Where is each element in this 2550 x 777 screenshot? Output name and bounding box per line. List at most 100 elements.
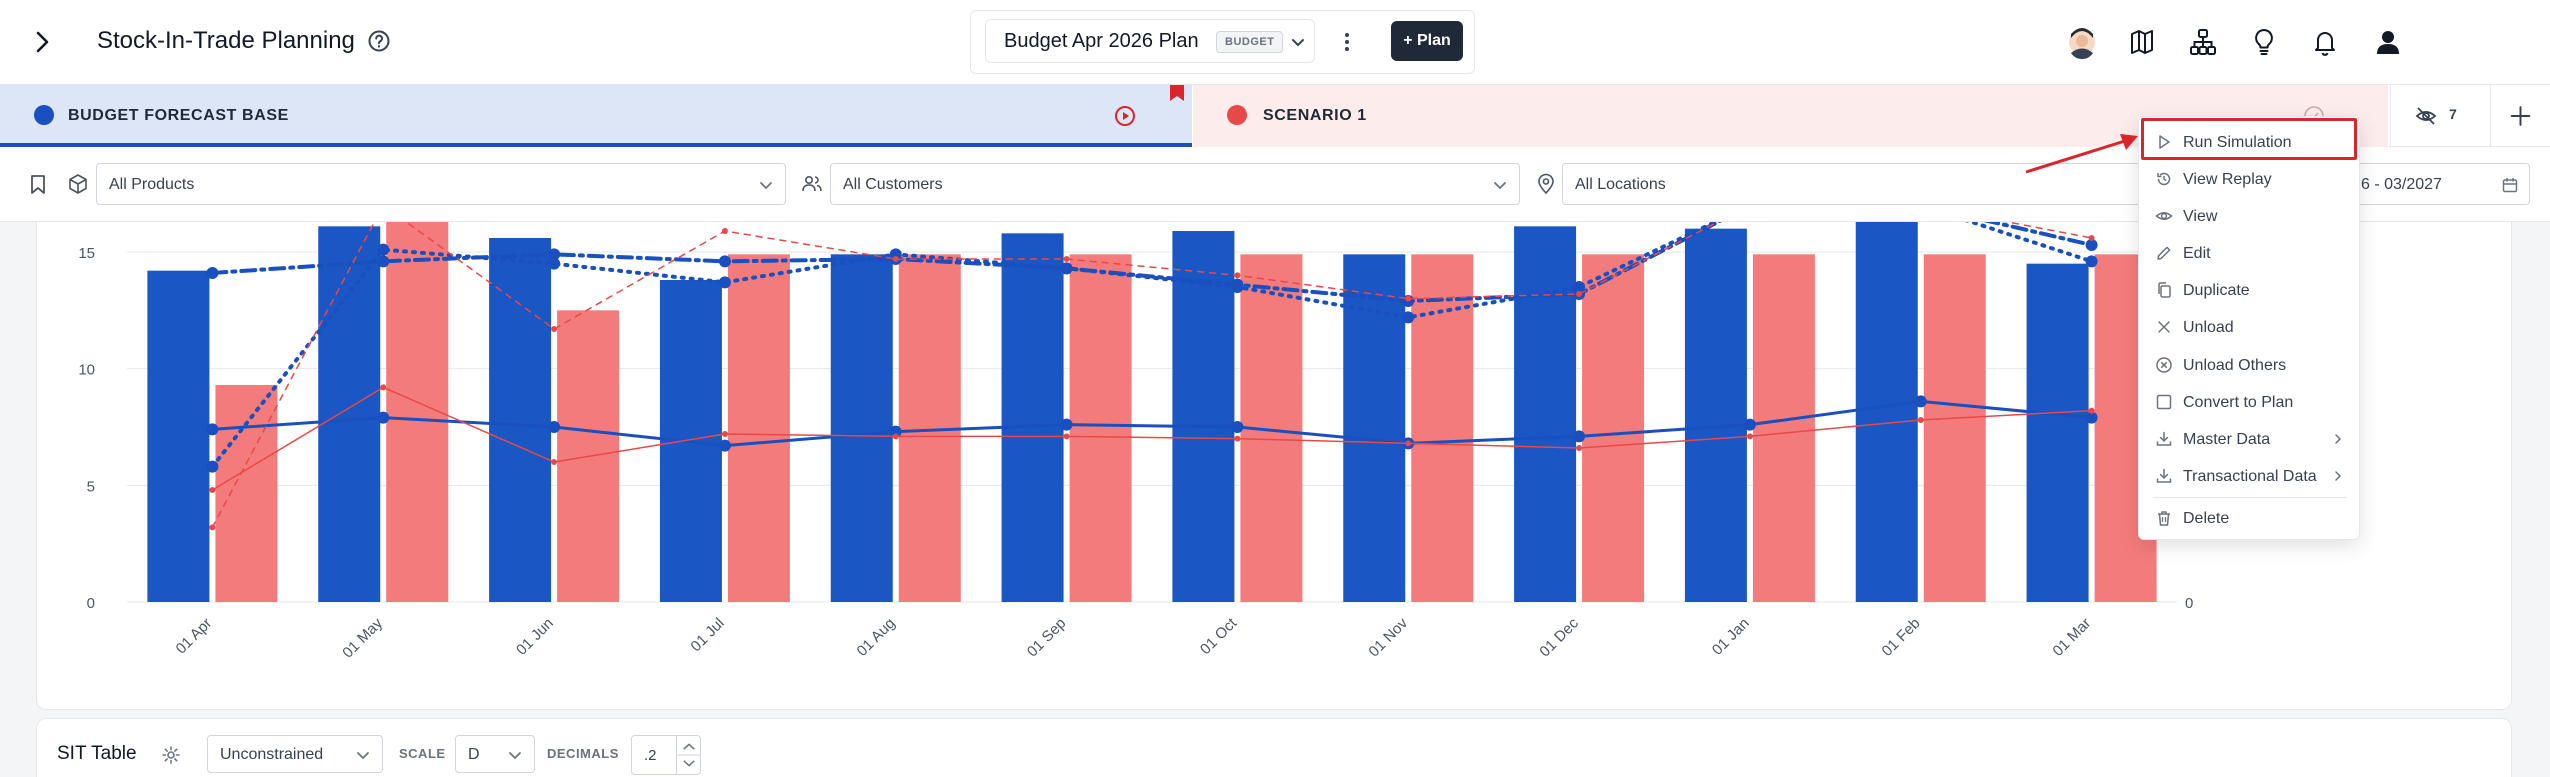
- help-icon[interactable]: [364, 26, 394, 56]
- square-icon: [2156, 394, 2172, 410]
- data-point: [377, 243, 390, 256]
- data-point: [1234, 272, 1241, 279]
- lightbulb-icon[interactable]: [2244, 22, 2284, 62]
- menu-item-unload-others[interactable]: Unload Others: [2139, 348, 2361, 382]
- menu-item-unload[interactable]: Unload: [2139, 310, 2361, 344]
- products-filter-value: All Products: [109, 176, 195, 193]
- menu-item-label: Delete: [2183, 510, 2230, 527]
- copy-icon: [2158, 282, 2171, 298]
- add-plan-button[interactable]: + Plan: [1391, 21, 1463, 61]
- stepper-arrows-icon[interactable]: [676, 736, 701, 774]
- bar: [1514, 226, 1577, 603]
- plot-area: [147, 222, 2157, 603]
- menu-item-view[interactable]: View: [2139, 199, 2361, 233]
- data-point: [1402, 311, 1415, 324]
- products-filter[interactable]: All Products: [96, 163, 786, 205]
- map-icon[interactable]: [2122, 22, 2162, 62]
- data-point: [1405, 440, 1412, 447]
- data-point: [548, 257, 561, 270]
- constraint-mode-select[interactable]: Unconstrained: [207, 735, 383, 773]
- base-color-dot: [34, 105, 54, 125]
- data-point: [209, 524, 216, 531]
- x-tick-label: 01 Mar: [2049, 615, 2094, 660]
- data-point: [2085, 239, 2098, 251]
- menu-item-run-simulation[interactable]: Run Simulation: [2139, 125, 2361, 159]
- plan-type-badge: BUDGET: [1216, 31, 1284, 53]
- y-tick-label: 5: [87, 478, 95, 495]
- x-tick-label: 01 Feb: [1879, 615, 1924, 660]
- chevron-down-icon: [357, 752, 369, 760]
- menu-item-duplicate[interactable]: Duplicate: [2139, 273, 2361, 307]
- user-avatar-icon[interactable]: [2062, 22, 2102, 62]
- bar: [1001, 233, 1064, 603]
- menu-item-view-replay[interactable]: View Replay: [2139, 162, 2361, 196]
- bar: [727, 254, 790, 603]
- play-circle-icon[interactable]: [1114, 105, 1136, 127]
- tab-label: BUDGET FORECAST BASE: [68, 107, 289, 124]
- annotation-arrow-icon: [2025, 134, 2138, 174]
- chevron-right-icon[interactable]: [24, 24, 60, 60]
- scale-label: SCALE: [399, 746, 446, 761]
- data-point: [1231, 281, 1244, 293]
- plan-name: Budget Apr 2026 Plan: [1004, 30, 1199, 52]
- menu-item-edit[interactable]: Edit: [2139, 236, 2361, 270]
- menu-divider: [2153, 497, 2347, 498]
- decimals-label: DECIMALS: [547, 746, 619, 761]
- constraint-mode-value: Unconstrained: [220, 746, 324, 763]
- data-point: [1573, 281, 1586, 293]
- scale-select[interactable]: D: [455, 735, 535, 773]
- data-point: [206, 460, 219, 473]
- data-point: [1917, 417, 1924, 423]
- decimals-value: .2: [644, 747, 657, 764]
- bar: [215, 385, 278, 602]
- account-icon[interactable]: [2368, 22, 2408, 62]
- locations-filter[interactable]: All Locations: [1562, 163, 2142, 205]
- scenario-color-dot: [1227, 105, 1247, 125]
- menu-item-label: Master Data: [2183, 431, 2271, 448]
- decimals-stepper[interactable]: .2: [631, 735, 701, 775]
- menu-item-delete[interactable]: Delete: [2139, 501, 2361, 535]
- hierarchy-icon[interactable]: [2183, 22, 2223, 62]
- download-icon: [2156, 468, 2172, 483]
- plan-selector[interactable]: Budget Apr 2026 Plan BUDGET: [985, 19, 1315, 63]
- y-tick-label: 0: [87, 595, 95, 612]
- gear-icon[interactable]: [161, 745, 181, 765]
- pencil-icon: [2157, 246, 2171, 260]
- chevron-down-icon: [760, 182, 772, 190]
- add-scenario-icon[interactable]: [2490, 85, 2550, 147]
- series-line: [210, 222, 2094, 304]
- scale-value: D: [468, 746, 480, 763]
- x-tick-label: 01 Oct: [1197, 614, 1241, 658]
- x-icon: [2158, 321, 2170, 333]
- data-point: [1914, 395, 1927, 408]
- data-point: [377, 411, 390, 424]
- sit-table-title: SIT Table: [57, 743, 137, 764]
- date-range-filter[interactable]: 6 - 03/2027: [2330, 163, 2530, 205]
- data-point: [1576, 445, 1583, 451]
- hidden-scenarios-count: 7: [2449, 106, 2457, 122]
- customers-filter[interactable]: All Customers: [830, 163, 1520, 205]
- menu-item-master-data[interactable]: Master Data: [2139, 422, 2361, 456]
- tab-budget-forecast-base[interactable]: BUDGET FORECAST BASE: [0, 85, 1192, 147]
- play-icon: [2159, 135, 2170, 149]
- data-point: [551, 459, 558, 465]
- data-point: [2088, 235, 2095, 241]
- menu-item-transactional-data[interactable]: Transactional Data: [2139, 459, 2361, 493]
- data-point: [1063, 433, 1070, 440]
- menu-item-convert-to-plan[interactable]: Convert to Plan: [2139, 385, 2361, 419]
- bar: [1343, 254, 1406, 603]
- trash-icon: [2158, 511, 2170, 526]
- data-point: [206, 423, 219, 436]
- hidden-scenarios-toggle[interactable]: 7: [2390, 85, 2490, 147]
- chevron-right-icon: [2335, 434, 2342, 444]
- bookmark-flag-icon: [1170, 85, 1184, 101]
- data-point: [892, 433, 899, 440]
- date-range-value: 6 - 03/2027: [2361, 176, 2442, 193]
- filter-bar: All Products All Customers All Locations…: [0, 147, 2550, 222]
- bar: [1069, 254, 1132, 603]
- bell-icon[interactable]: [2305, 22, 2345, 62]
- data-point: [889, 425, 902, 438]
- bookmark-icon[interactable]: [26, 172, 50, 196]
- more-options-icon[interactable]: [1335, 27, 1359, 57]
